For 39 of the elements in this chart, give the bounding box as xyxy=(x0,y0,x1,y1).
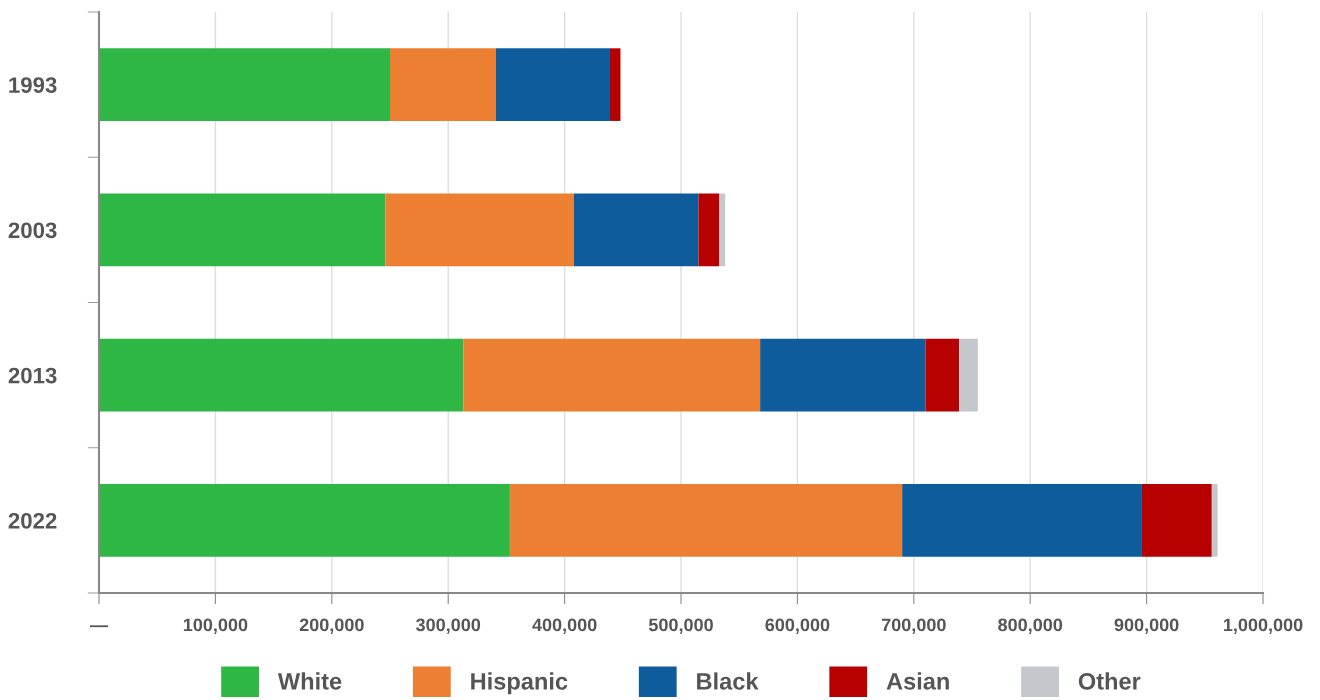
bar xyxy=(509,484,903,557)
bar xyxy=(385,193,574,267)
bar xyxy=(99,48,390,121)
x-tick-label: 500,000 xyxy=(648,618,713,634)
legend-label: Hispanic xyxy=(471,672,568,695)
bar xyxy=(760,338,926,412)
bar xyxy=(698,193,720,267)
bar xyxy=(1211,484,1218,557)
x-tick-label: — xyxy=(89,625,109,628)
bar xyxy=(719,193,726,267)
legend-label: Black xyxy=(697,672,759,690)
bar xyxy=(99,193,386,267)
bar xyxy=(573,193,699,267)
bar xyxy=(1141,484,1212,557)
x-tick-label: 700,000 xyxy=(881,618,946,634)
bar xyxy=(390,48,496,121)
x-tick-label: 100,000 xyxy=(183,618,248,634)
y-tick-label: 1993 xyxy=(9,77,57,93)
x-tick-label: 400,000 xyxy=(532,618,597,634)
y-tick-label: 2003 xyxy=(8,222,57,239)
x-tick-label: 300,000 xyxy=(415,618,481,634)
bar xyxy=(925,338,960,412)
legend-label: Asian xyxy=(886,672,949,690)
bar xyxy=(610,48,621,121)
legend-label: White xyxy=(277,672,342,690)
x-tick-label: 600,000 xyxy=(765,618,830,634)
bar xyxy=(959,338,978,412)
bar xyxy=(99,484,510,557)
x-tick-label: 800,000 xyxy=(998,618,1063,634)
x-tick-label: 1,000,000 xyxy=(1223,618,1303,634)
bar xyxy=(495,48,610,121)
x-tick-label: 900,000 xyxy=(1114,618,1179,634)
bar xyxy=(902,484,1142,557)
bar xyxy=(99,338,464,412)
y-tick-label: 2013 xyxy=(8,367,57,384)
bar xyxy=(463,338,761,412)
x-tick-label: 200,000 xyxy=(299,618,364,634)
legend-label: Other xyxy=(1078,672,1141,690)
y-tick-label: 2022 xyxy=(8,512,57,529)
